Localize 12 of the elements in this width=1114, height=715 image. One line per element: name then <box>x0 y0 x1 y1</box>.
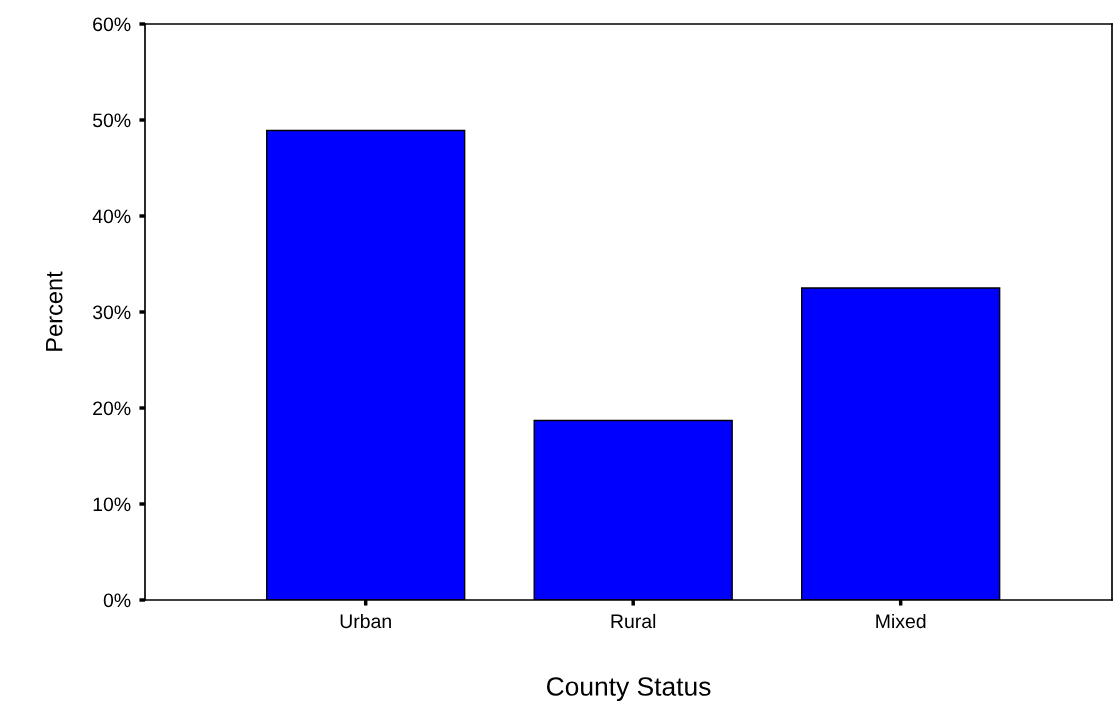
x-tick-label: Rural <box>611 613 656 629</box>
y-axis-title: Percent <box>46 271 63 351</box>
y-tick-label: 30% <box>92 305 131 320</box>
y-tick-label: 20% <box>93 401 131 416</box>
y-tick-label: 0% <box>103 593 131 608</box>
y-tick-label: 60% <box>93 17 131 32</box>
y-tick-label: 40% <box>92 209 131 224</box>
x-tick-label: Urban <box>340 613 391 629</box>
y-tick-label: 10% <box>93 497 131 512</box>
x-axis-title: County Status <box>546 677 711 702</box>
y-tick-label: 50% <box>92 113 131 128</box>
x-tick-label: Mixed <box>876 613 926 629</box>
